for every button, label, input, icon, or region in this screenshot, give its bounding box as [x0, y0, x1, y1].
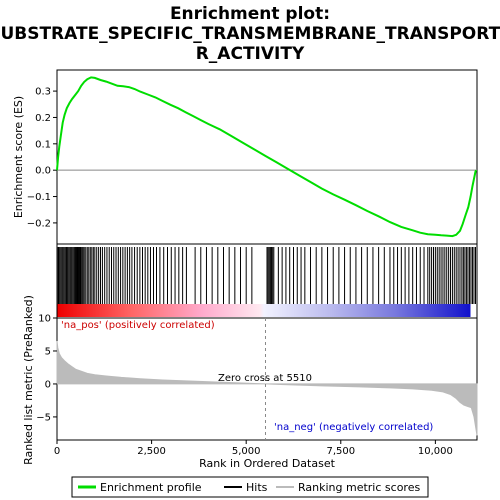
metric-y-axis-label: Ranked list metric (PreRanked) — [22, 295, 35, 465]
metric-y-tick-label: 0 — [45, 379, 51, 390]
pos-correlated-label: 'na_pos' (positively correlated) — [61, 320, 215, 331]
metric-x-tick-label: 5,000 — [232, 446, 261, 457]
metric-y-tick-label: 10 — [38, 314, 51, 325]
metric-x-tick-label: 10,000 — [418, 446, 453, 457]
metric-y-axis: −5 0 5 10 — [36, 314, 57, 423]
es-y-tick-label: 0.0 — [35, 166, 51, 177]
hit-marks — [56, 247, 476, 304]
metric-y-tick-label: 5 — [45, 346, 51, 357]
neg-correlated-label: 'na_neg' (negatively correlated) — [274, 422, 433, 433]
es-y-tick-label: 0.2 — [35, 113, 51, 124]
rank-color-bar — [57, 304, 471, 317]
legend-label-enrichment-profile: Enrichment profile — [100, 481, 202, 494]
metric-x-axis-label: Rank in Ordered Dataset — [199, 457, 336, 470]
metric-y-tick-label: −5 — [36, 412, 51, 423]
es-panel: −0.2 −0.1 0.0 0.1 0.2 0.3 Enrichment score (E… — [12, 69, 478, 245]
enrichment-profile-line — [56, 76, 478, 238]
metric-x-tick-label: 7,500 — [326, 446, 355, 457]
metric-x-axis: 0 2,500 5,000 7,500 10,000 — [54, 440, 453, 457]
title-line-2: SUBSTRATE_SPECIFIC_TRANSMEMBRANE_TRANSPO… — [0, 24, 500, 44]
title-line-3: R_ACTIVITY — [196, 44, 305, 64]
ranking-metric-area — [56, 341, 478, 436]
es-y-tick-label: 0.3 — [35, 87, 51, 98]
zero-cross-label: Zero cross at 5510 — [218, 373, 312, 384]
es-y-tick-label: −0.2 — [27, 218, 51, 229]
es-y-axis-label: Enrichment score (ES) — [12, 96, 25, 218]
es-y-tick-label: 0.1 — [35, 139, 51, 150]
legend: Enrichment profile Hits Ranking metric s… — [71, 476, 429, 498]
legend-label-ranking-metric: Ranking metric scores — [298, 481, 420, 494]
metric-panel: −5 0 5 10 0 2,500 5,000 7,500 10,000 'na_pos' (… — [22, 295, 478, 470]
hits-panel — [56, 243, 478, 319]
es-y-axis: −0.2 −0.1 0.0 0.1 0.2 0.3 — [27, 87, 57, 229]
legend-label-hits: Hits — [246, 481, 268, 494]
es-y-tick-label: −0.1 — [27, 192, 51, 203]
metric-x-tick-label: 2,500 — [137, 446, 166, 457]
legend-frame — [71, 476, 429, 498]
metric-x-tick-label: 0 — [54, 446, 60, 457]
title-line-1: Enrichment plot: — [170, 4, 330, 24]
